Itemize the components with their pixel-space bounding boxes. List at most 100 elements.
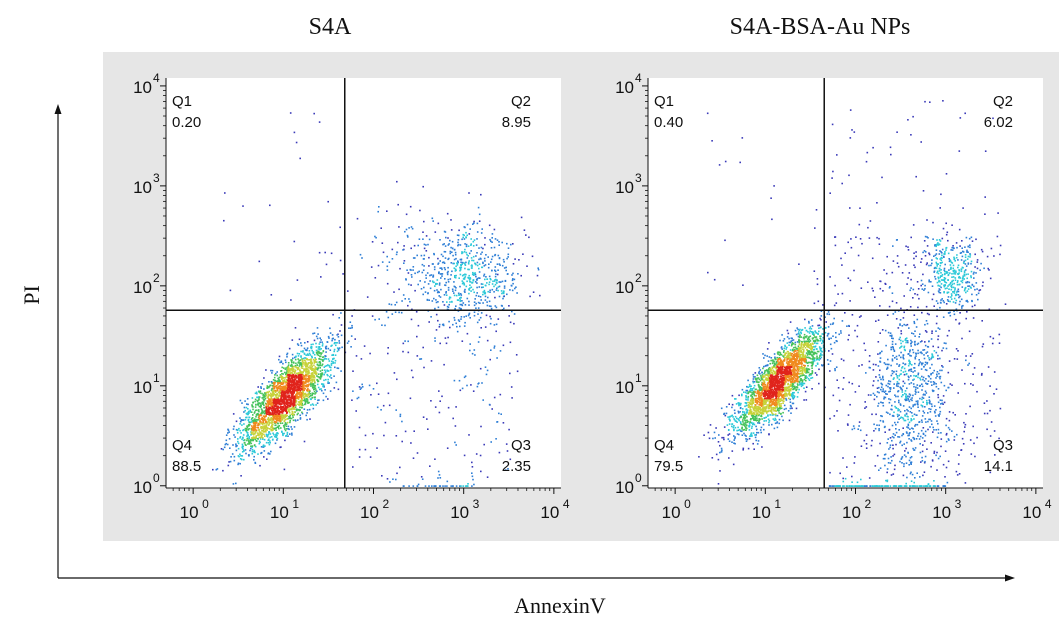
event-point (354, 338, 356, 340)
event-point (885, 344, 887, 347)
event-point (417, 244, 419, 247)
event-point (300, 355, 302, 357)
event-point (941, 369, 943, 372)
event-point (292, 419, 295, 422)
event-point (269, 419, 272, 422)
event-point (476, 222, 479, 225)
event-point (251, 452, 254, 455)
event-point (728, 457, 730, 459)
event-point (803, 399, 805, 401)
event-point (928, 253, 931, 256)
event-point (960, 298, 963, 301)
event-point (924, 455, 927, 458)
event-point (463, 234, 465, 237)
event-point (296, 413, 299, 416)
event-point (898, 365, 900, 367)
event-point (467, 263, 470, 265)
event-point (899, 440, 902, 443)
event-point (445, 292, 447, 294)
event-point (313, 359, 316, 362)
event-point (1004, 303, 1007, 305)
event-point (491, 269, 493, 272)
event-point (438, 295, 440, 297)
event-point (464, 304, 467, 306)
event-point (829, 192, 831, 194)
event-point (936, 420, 938, 422)
event-point (307, 392, 310, 395)
event-point (486, 339, 489, 342)
event-point (872, 392, 875, 395)
event-point (275, 372, 277, 375)
event-point (918, 421, 920, 423)
event-point (934, 254, 937, 257)
event-point (285, 391, 288, 393)
event-point (299, 369, 301, 372)
event-point (304, 400, 306, 402)
event-point (502, 295, 505, 298)
event-point (475, 255, 477, 257)
event-point (820, 310, 823, 312)
event-point (430, 274, 433, 276)
event-point (943, 301, 945, 304)
event-point (402, 350, 404, 353)
event-point (320, 375, 323, 377)
event-point (924, 100, 926, 103)
event-point (331, 338, 334, 340)
event-point (895, 355, 898, 358)
event-point (278, 410, 281, 413)
event-point (262, 394, 265, 397)
event-point (310, 385, 312, 387)
event-point (927, 420, 929, 423)
event-point (252, 408, 254, 411)
event-point (485, 373, 488, 376)
event-point (882, 290, 884, 292)
event-point (791, 337, 793, 340)
event-point (288, 367, 290, 370)
event-point (290, 392, 293, 395)
event-point (329, 332, 332, 334)
event-point (473, 274, 475, 276)
event-point (233, 459, 236, 462)
event-point (422, 231, 424, 233)
event-point (326, 364, 328, 367)
event-point (459, 285, 461, 288)
event-point (886, 314, 889, 316)
event-point (924, 235, 927, 238)
event-point (259, 420, 262, 422)
event-point (490, 441, 492, 443)
event-point (279, 417, 282, 420)
event-point (932, 426, 934, 429)
event-point (281, 407, 283, 410)
event-point (945, 342, 947, 345)
event-point (976, 436, 978, 439)
event-point (249, 449, 251, 452)
event-point (258, 423, 260, 426)
event-point (315, 335, 318, 338)
event-point (312, 373, 314, 375)
event-point (831, 123, 834, 126)
event-point (491, 283, 494, 285)
event-point (512, 272, 514, 275)
event-point (901, 456, 904, 458)
event-point (336, 367, 339, 369)
event-point (797, 328, 799, 331)
event-point (361, 383, 363, 386)
event-point (256, 440, 258, 442)
event-point (446, 212, 449, 215)
event-point (281, 366, 283, 369)
event-point (937, 338, 939, 341)
event-point (289, 391, 292, 393)
event-point (501, 280, 504, 283)
event-point (258, 418, 261, 420)
event-point (272, 409, 274, 412)
event-point (734, 437, 736, 440)
event-point (473, 301, 476, 303)
event-point (296, 352, 299, 355)
event-point (253, 449, 256, 452)
event-point (791, 339, 794, 342)
event-point (338, 342, 341, 344)
event-point (311, 356, 313, 359)
event-point (486, 282, 488, 284)
event-point (924, 430, 927, 433)
event-point (493, 285, 495, 288)
